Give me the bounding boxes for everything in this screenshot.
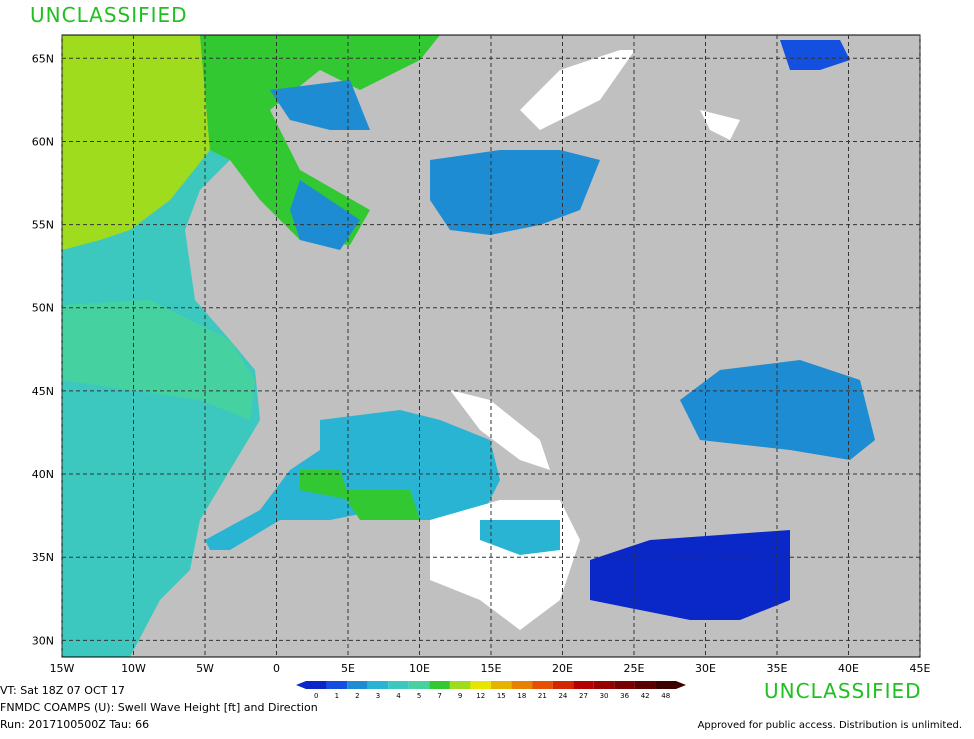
colorbar-label: 18 (517, 692, 526, 700)
colorbar-swatch (573, 681, 594, 689)
colorbar-label: 5 (417, 692, 421, 700)
colorbar-label: 1 (335, 692, 339, 700)
classification-bottom: UNCLASSIFIED (764, 679, 922, 703)
colorbar-label: 9 (458, 692, 462, 700)
y-tick-label: 45N (32, 385, 54, 398)
colorbar-label: 30 (600, 692, 609, 700)
colorbar-swatch (655, 681, 676, 689)
x-tick-label: 45E (910, 662, 931, 675)
classification-top: UNCLASSIFIED (30, 3, 188, 27)
colorbar-label: 3 (376, 692, 380, 700)
colorbar-swatch (552, 681, 574, 689)
x-tick-label: 35E (767, 662, 788, 675)
colorbar-swatch (408, 681, 430, 689)
colorbar-swatch (511, 681, 533, 689)
x-tick-label: 10W (121, 662, 146, 675)
colorbar-swatch (532, 681, 553, 689)
x-tick-label: 15E (481, 662, 502, 675)
colorbar-end (296, 681, 306, 689)
colorbar-swatch (593, 681, 615, 689)
y-tick-label: 55N (32, 219, 54, 232)
colorbar-label: 7 (437, 692, 441, 700)
colorbar-label: 48 (661, 692, 670, 700)
colorbar-swatch (367, 681, 389, 689)
colorbar-label: 24 (558, 692, 567, 700)
x-tick-label: 10E (409, 662, 430, 675)
colorbar-swatch (429, 681, 450, 689)
x-tick-label: 0 (273, 662, 280, 675)
y-tick-label: 50N (32, 302, 54, 315)
y-tick-label: 40N (32, 468, 54, 481)
notice: Approved for public access. Distribution… (698, 720, 962, 731)
colorbar-swatch (388, 681, 409, 689)
colorbar-label: 27 (579, 692, 588, 700)
y-tick-label: 35N (32, 551, 54, 564)
colorbar-swatch (470, 681, 491, 689)
x-tick-label: 5W (196, 662, 214, 675)
colorbar-swatch (491, 681, 512, 689)
colorbar-swatch (634, 681, 656, 689)
x-tick-label: 15W (50, 662, 75, 675)
colorbar-label: 15 (497, 692, 506, 700)
colorbar-swatch (347, 681, 368, 689)
product: FNMDC COAMPS (U): Swell Wave Height [ft]… (0, 701, 318, 714)
colorbar-label: 12 (476, 692, 485, 700)
x-tick-label: 30E (695, 662, 716, 675)
colorbar-label: 42 (641, 692, 650, 700)
colorbar-label: 4 (396, 692, 401, 700)
colorbar-label: 36 (620, 692, 629, 700)
colorbar-swatch (614, 681, 635, 689)
run-info: Run: 2017100500Z Tau: 66 (0, 718, 149, 731)
colorbar-swatch (306, 681, 327, 689)
colorbar-label: 0 (314, 692, 318, 700)
valid-time: VT: Sat 18Z 07 OCT 17 (0, 684, 125, 697)
colorbar-end (676, 681, 686, 689)
colorbar-label: 2 (355, 692, 359, 700)
x-tick-label: 40E (838, 662, 859, 675)
y-tick-label: 60N (32, 135, 54, 148)
colorbar-swatch (326, 681, 348, 689)
colorbar-swatch (449, 681, 471, 689)
x-tick-label: 20E (552, 662, 573, 675)
x-tick-label: 25E (624, 662, 645, 675)
y-tick-label: 30N (32, 634, 54, 647)
colorbar-label: 21 (538, 692, 547, 700)
x-tick-label: 5E (341, 662, 355, 675)
y-tick-label: 65N (32, 52, 54, 65)
